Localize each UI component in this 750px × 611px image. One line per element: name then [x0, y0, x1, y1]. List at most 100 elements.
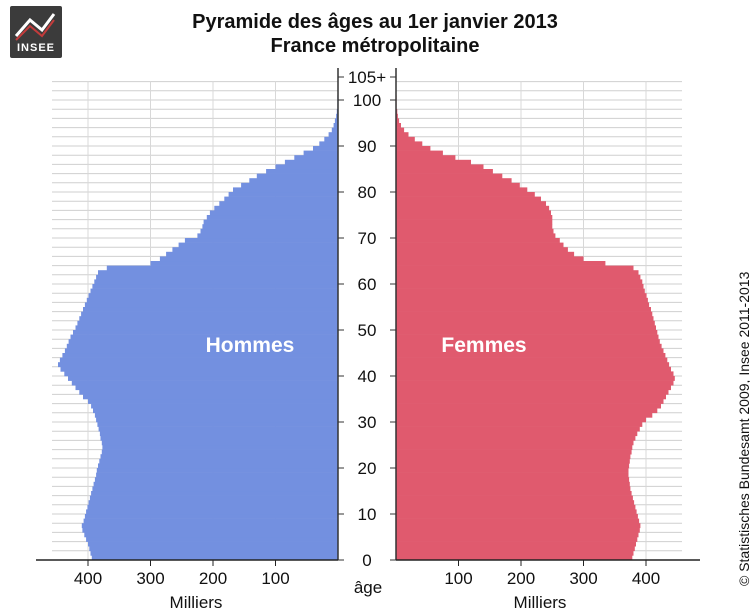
- left-value-tick-label: 400: [74, 569, 102, 588]
- bar-hommes: [96, 472, 338, 478]
- bar-hommes: [166, 251, 338, 257]
- bar-hommes: [83, 394, 338, 400]
- bar-hommes: [228, 192, 338, 197]
- bar-hommes: [86, 509, 338, 515]
- bar-hommes: [88, 293, 338, 299]
- bar-femmes: [396, 366, 671, 372]
- age-tick-label: 70: [358, 229, 377, 248]
- bar-hommes: [86, 297, 339, 303]
- bar-femmes: [396, 426, 640, 432]
- bar-hommes: [73, 330, 338, 335]
- axes: [36, 68, 700, 566]
- bar-femmes: [396, 440, 634, 446]
- bar-hommes: [96, 274, 338, 280]
- bar-hommes: [79, 316, 339, 322]
- bar-femmes: [396, 155, 456, 161]
- bar-hommes: [91, 555, 339, 561]
- bar-hommes: [64, 348, 339, 354]
- right-axis-unit: Milliers: [514, 593, 567, 611]
- bar-femmes: [396, 417, 646, 423]
- bar-femmes: [396, 348, 664, 354]
- bar-femmes: [396, 491, 632, 496]
- bar-femmes: [396, 371, 674, 377]
- bar-femmes: [396, 527, 640, 533]
- bar-femmes: [396, 403, 661, 409]
- bar-femmes: [396, 118, 400, 124]
- bar-hommes: [100, 454, 338, 460]
- bar-hommes: [66, 343, 339, 349]
- age-tick-label: 10: [358, 505, 377, 524]
- right-value-tick-label: 400: [632, 569, 660, 588]
- bar-hommes: [275, 164, 338, 170]
- bar-femmes: [396, 463, 630, 469]
- age-tick-label: 30: [358, 413, 377, 432]
- bar-hommes: [97, 422, 339, 427]
- series-label-femmes: Femmes: [441, 334, 526, 357]
- bar-hommes: [214, 205, 339, 211]
- bar-hommes: [200, 228, 338, 234]
- bar-femmes: [396, 532, 639, 538]
- bar-femmes: [396, 136, 415, 142]
- bar-hommes: [70, 334, 338, 340]
- bar-femmes: [396, 228, 554, 234]
- age-tick-label: 0: [362, 551, 371, 570]
- bar-hommes: [303, 150, 338, 156]
- series-label-hommes: Hommes: [206, 334, 295, 357]
- bar-hommes: [334, 118, 338, 124]
- bar-femmes: [396, 399, 664, 404]
- bar-femmes: [396, 274, 641, 280]
- bar-hommes: [96, 417, 338, 423]
- bar-hommes: [91, 403, 338, 409]
- bar-hommes: [99, 431, 339, 437]
- bar-femmes: [396, 146, 431, 151]
- bar-femmes: [396, 504, 636, 510]
- bar-hommes: [202, 224, 338, 230]
- left-value-tick-label: 100: [261, 569, 289, 588]
- bar-hommes: [106, 265, 339, 271]
- bar-femmes: [396, 302, 650, 308]
- bar-hommes: [89, 546, 339, 552]
- age-tick-label: 105+: [348, 68, 386, 87]
- right-value-tick-label: 100: [444, 569, 472, 588]
- bar-hommes: [90, 288, 338, 294]
- bar-hommes: [206, 215, 339, 220]
- bar-femmes: [396, 555, 633, 561]
- bar-hommes: [92, 284, 339, 289]
- bar-hommes: [91, 491, 338, 496]
- bar-femmes: [396, 224, 553, 230]
- bar-femmes: [396, 468, 629, 473]
- bar-hommes: [94, 477, 339, 483]
- bars: [58, 95, 675, 561]
- bar-femmes: [396, 389, 669, 395]
- bar-femmes: [396, 518, 640, 524]
- bar-femmes: [396, 376, 675, 381]
- bar-hommes: [197, 233, 338, 239]
- bar-hommes: [100, 435, 338, 441]
- bar-hommes: [102, 445, 339, 450]
- age-tick-label: 90: [358, 137, 377, 156]
- bar-hommes: [81, 311, 338, 317]
- bar-femmes: [396, 523, 641, 529]
- bar-femmes: [396, 472, 629, 478]
- bar-hommes: [84, 514, 339, 519]
- bar-femmes: [396, 210, 551, 216]
- bar-femmes: [396, 293, 647, 299]
- bar-femmes: [396, 238, 560, 243]
- bar-hommes: [99, 458, 339, 464]
- bar-hommes: [98, 463, 338, 469]
- bar-hommes: [98, 426, 338, 432]
- chart-title-block: Pyramide des âges au 1er janvier 2013 Fr…: [110, 10, 640, 58]
- bar-hommes: [58, 362, 338, 368]
- bar-hommes: [88, 541, 338, 547]
- bar-femmes: [396, 339, 660, 345]
- bar-hommes: [84, 532, 339, 538]
- bar-femmes: [396, 270, 639, 276]
- bar-femmes: [396, 458, 630, 464]
- bar-femmes: [396, 537, 638, 542]
- bar-femmes: [396, 173, 503, 179]
- bar-femmes: [396, 477, 630, 483]
- bar-femmes: [396, 486, 631, 492]
- bar-femmes: [396, 288, 645, 294]
- bar-hommes: [294, 155, 339, 161]
